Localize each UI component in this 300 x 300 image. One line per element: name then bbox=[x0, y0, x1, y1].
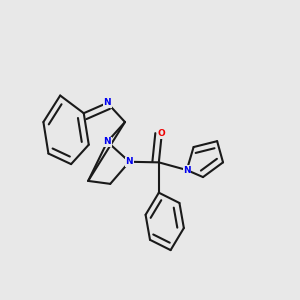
Text: N: N bbox=[103, 98, 111, 107]
Text: N: N bbox=[126, 157, 133, 166]
Text: N: N bbox=[183, 166, 190, 175]
Text: O: O bbox=[158, 129, 166, 138]
Text: N: N bbox=[103, 137, 111, 146]
